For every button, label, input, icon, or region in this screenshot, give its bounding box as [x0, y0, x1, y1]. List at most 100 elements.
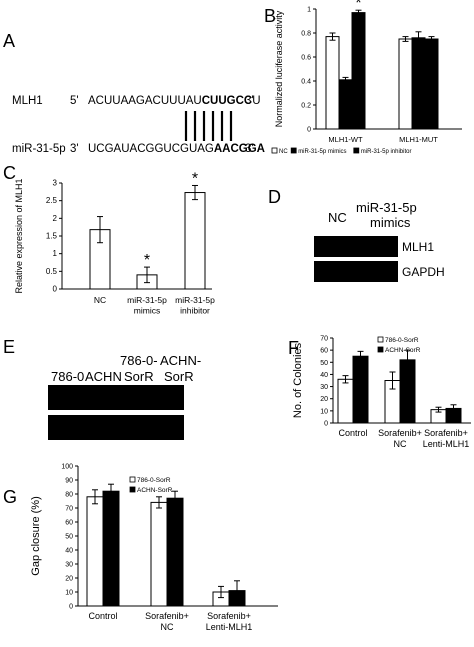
category-label: miR-31-5p	[175, 295, 215, 305]
bar	[184, 192, 206, 290]
y-tick-label: 100	[61, 464, 73, 471]
y-tick-label: 10	[320, 408, 328, 415]
y-tick-label: 0.5	[46, 267, 58, 276]
category-label: Lenti-MLH1	[206, 622, 253, 632]
lane-label-mimics-2: mimics	[370, 215, 411, 230]
mlh1-seq-seed: CUUGCC	[201, 95, 253, 107]
chart-luciferase: 0 0.2 0.4 0.6 0.8 1 Normalized luciferase acti…	[271, 0, 462, 155]
bar	[352, 355, 369, 424]
legend-label: miR-31-5p mimics	[298, 149, 346, 155]
y-tick-label: 1	[53, 249, 58, 258]
lane-label-achn-sorr-2: SorR	[164, 369, 194, 384]
y-tick-label: 2.5	[46, 196, 58, 205]
legend-swatch	[290, 147, 297, 154]
lane-label-786-sorr-1: 786-0-	[120, 353, 158, 368]
category-label: inhibitor	[180, 306, 210, 316]
significance-star: *	[355, 0, 361, 12]
category-label: NC	[394, 439, 407, 449]
y-tick-label: 30	[320, 384, 328, 391]
y-tick-label: 0.2	[301, 103, 311, 110]
lane-label-786-sorr-2: SorR	[124, 369, 154, 384]
bar	[102, 490, 120, 607]
legend-label: 786-0-SorR	[385, 337, 419, 344]
category-label: Control	[338, 428, 367, 438]
lane-label-achn: ACHN	[85, 369, 122, 384]
y-tick-label: 20	[65, 576, 73, 583]
category-label: Sorafenib+	[378, 428, 422, 438]
category-label: NC	[161, 622, 174, 632]
category-label: mimics	[134, 306, 160, 316]
legend-swatch	[377, 336, 384, 343]
bar	[325, 36, 340, 130]
chart-colonies: 0 10 20 30 40 50 60 70 No. of Colonies Control Sor…	[292, 336, 471, 449]
legend-label: miR-31-5p inhibitor	[361, 149, 412, 155]
y-tick-label: 0	[69, 604, 73, 611]
y-tick-label: 3	[53, 179, 58, 188]
y-tick-label: 0	[307, 127, 311, 134]
chart-gap-closure: 0 10 20 30 40 50 60 70 80 90 100 Gap closure (%) Con…	[30, 464, 278, 632]
blot-band-gapdh	[314, 261, 398, 282]
y-tick-label: 90	[65, 478, 73, 485]
y-tick-label: 50	[65, 534, 73, 541]
bar	[166, 497, 184, 607]
bar	[338, 79, 353, 130]
y-tick-label: 60	[320, 348, 328, 355]
legend-label: NC	[279, 149, 288, 155]
bar	[86, 496, 104, 607]
category-label: Control	[88, 611, 117, 621]
panel-letter-c: C	[3, 163, 16, 183]
y-tick-label: 0	[324, 421, 328, 428]
panel-letter-b: B	[264, 6, 277, 26]
legend-label: ACHN-SorR	[385, 347, 421, 354]
panel-letter-f: F	[288, 338, 299, 358]
lane-label-achn-sorr-1: ACHN-	[160, 353, 202, 368]
mir-seq-seed: AACGGA	[213, 143, 265, 155]
legend-label: 786-0-SorR	[137, 477, 171, 484]
y-tick-label: 10	[65, 590, 73, 597]
bar	[337, 378, 354, 424]
mlh1-seq-plain: ACUUAAGACUUUAU	[88, 95, 202, 107]
category-label: Sorafenib+	[145, 611, 189, 621]
y-tick-label: 40	[320, 372, 328, 379]
y-axis-label: Gap closure (%)	[30, 496, 42, 575]
y-tick-label: 1	[307, 7, 311, 14]
category-label: MLH1-MUT	[399, 135, 438, 144]
mlh1-5prime: 5'	[70, 95, 79, 107]
y-tick-label: 0.8	[301, 31, 311, 38]
legend-swatch	[377, 346, 384, 353]
y-tick-label: 80	[65, 492, 73, 499]
legend-swatch	[271, 147, 278, 154]
bar	[398, 38, 413, 130]
y-axis-label: Relative expression of MLH1	[14, 178, 24, 293]
band-label-mlh1: MLH1	[402, 240, 435, 254]
y-tick-label: 0	[53, 285, 58, 294]
y-tick-label: 0.6	[301, 55, 311, 62]
lane-label-mimics-1: miR-31-5p	[356, 200, 417, 215]
legend-label: ACHN-SorR	[137, 487, 173, 494]
significance-star: *	[192, 170, 198, 187]
y-tick-label: 30	[65, 562, 73, 569]
panel-letter-a: A	[3, 31, 16, 51]
y-tick-label: 0.4	[301, 79, 311, 86]
y-tick-label: 70	[320, 336, 328, 343]
significance-star: *	[144, 252, 150, 269]
legend-swatch	[129, 486, 136, 493]
mir-seq-plain: UCGAUACGGUCGUAG	[88, 143, 214, 155]
blot-band-mlh1	[314, 236, 398, 257]
lane-label-786: 786-0	[51, 369, 85, 384]
mir-label: miR-31-5p	[12, 143, 66, 155]
blot-band-e1	[48, 385, 184, 410]
bar	[411, 37, 426, 130]
y-tick-label: 1.5	[46, 232, 58, 241]
bar	[150, 501, 168, 607]
panel-letter-g: G	[3, 487, 18, 507]
base-pairing-lines	[184, 111, 233, 141]
y-tick-label: 40	[65, 548, 73, 555]
y-axis-label: Normalized luciferase activity	[274, 10, 284, 127]
y-tick-label: 60	[65, 520, 73, 527]
category-label: Sorafenib+	[207, 611, 251, 621]
y-axis-label: No. of Colonies	[292, 342, 304, 418]
category-label: Sorafenib+	[424, 428, 468, 438]
blot-band-e2	[48, 415, 184, 440]
mir-3prime: 3'	[70, 143, 79, 155]
